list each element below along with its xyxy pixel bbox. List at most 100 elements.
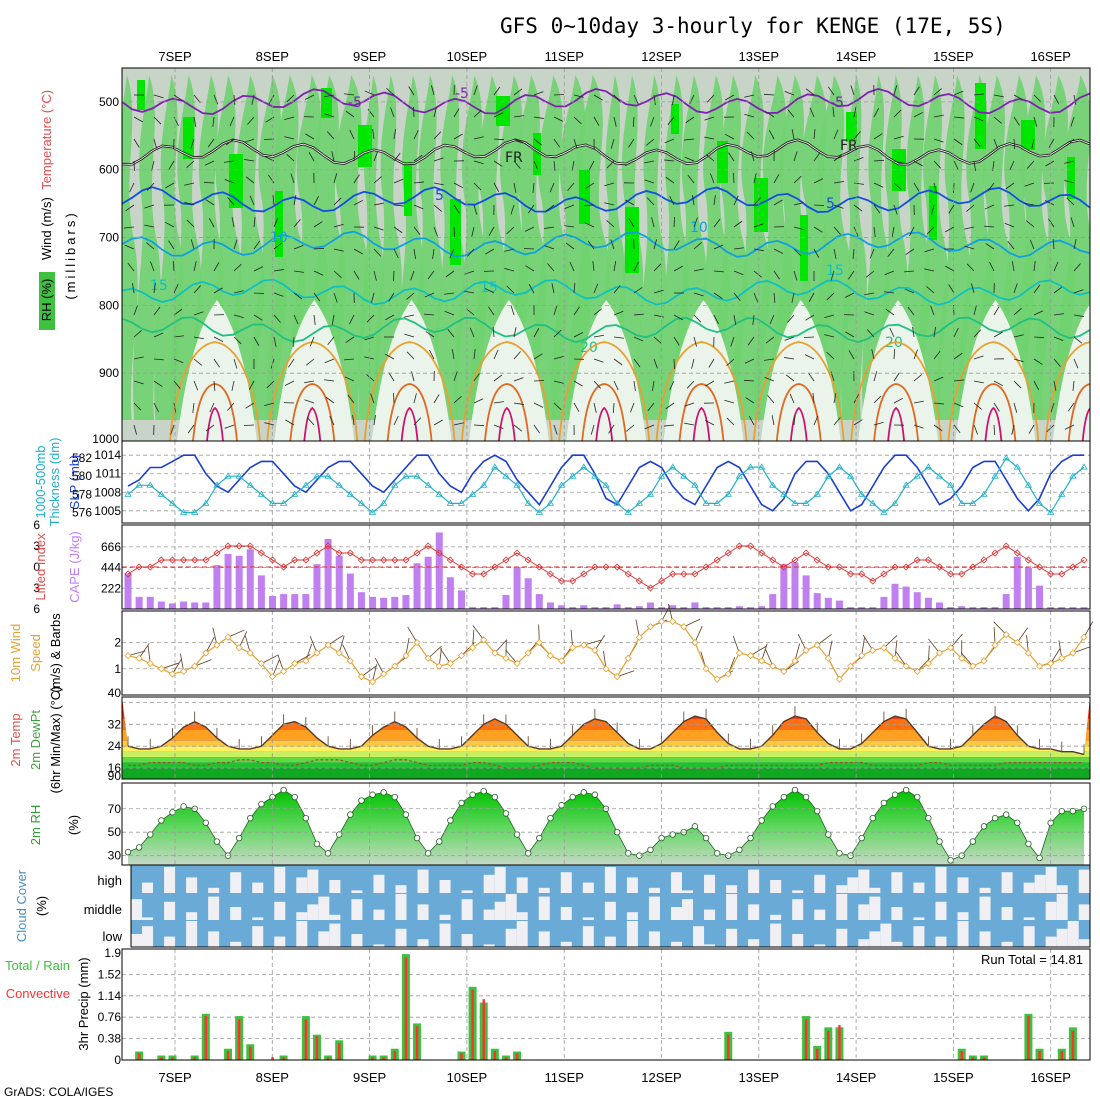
wind-barb [473, 182, 482, 191]
wind-barb [646, 138, 655, 146]
wind-barb [873, 204, 881, 214]
wind-barb [984, 225, 995, 228]
cloud-block [329, 914, 341, 920]
wind-barb [913, 424, 924, 429]
wind10m-barb [227, 629, 245, 638]
thickness-point [391, 481, 399, 488]
wind-barb [1013, 358, 1024, 363]
rh2m-point [625, 850, 632, 857]
wind-barb [665, 176, 675, 184]
wind10m-barb [427, 645, 442, 659]
lifted-index-point [146, 563, 154, 571]
wind-barb [873, 226, 876, 237]
wind-barb [444, 310, 455, 316]
isotherm-30-line [970, 383, 1017, 441]
wind-barb [193, 116, 197, 127]
cloud-block [770, 914, 782, 920]
wind10m-point [191, 662, 199, 670]
thickness-point [124, 490, 132, 497]
wind-barb [453, 108, 460, 118]
rh2m-point [513, 831, 521, 838]
wind-barb [393, 204, 404, 207]
cloud-block [1001, 872, 1013, 893]
wind-barb [569, 261, 575, 272]
thickness-point [657, 472, 666, 479]
wind10m-point [835, 675, 844, 683]
wind-barb [664, 424, 675, 427]
rh2m-point [547, 814, 554, 822]
wind-barb [933, 182, 937, 193]
wind-barb [544, 245, 555, 250]
wind-barb [893, 182, 902, 190]
wind-barb [253, 314, 263, 321]
cloud-block [516, 912, 528, 920]
wind-barb [733, 270, 744, 276]
precip-legend-convective: Convective [6, 986, 70, 1001]
rh-dry-region [1052, 303, 1090, 441]
cloud-block [296, 912, 308, 920]
wind-barb [745, 397, 755, 404]
wind-barb [1053, 358, 1061, 367]
temperature-band [122, 751, 1090, 758]
wind-barb [273, 314, 281, 323]
tick-label: 40 [108, 686, 122, 700]
wind10m-point [524, 649, 532, 657]
wind-barb [593, 94, 603, 101]
wind-barb [684, 422, 695, 426]
wind-barb [593, 358, 604, 363]
contour-label: 15 [150, 278, 168, 294]
cape-bar [1080, 607, 1088, 609]
wind10m-barb [205, 636, 215, 654]
cloud-level-label: low [102, 929, 122, 944]
rh2m-point [336, 831, 343, 838]
thickness-point [846, 472, 855, 479]
wind-barb [705, 380, 715, 387]
wind-barb [251, 94, 255, 105]
cape-bar [402, 595, 410, 609]
wind-barb [293, 314, 299, 325]
wind-barb [393, 270, 395, 282]
wind-barb [1064, 424, 1075, 430]
rh-high-region [321, 88, 332, 118]
precip-convective-bar [271, 1057, 274, 1060]
wind-barb [1007, 240, 1015, 250]
wind-barb [884, 270, 895, 276]
wind-barb [513, 88, 523, 96]
wind-barb [1033, 94, 1042, 103]
thickness-point [179, 508, 188, 515]
wind10m-series [124, 617, 1088, 686]
wind-barb [1053, 380, 1057, 391]
wind10m-barb [794, 643, 801, 661]
wind-barb [973, 380, 984, 384]
tick-label: 582 [72, 451, 92, 465]
wind-barb [406, 351, 415, 360]
wind-barb [433, 107, 437, 118]
wind10m-point [135, 654, 143, 662]
wind-barb [449, 248, 455, 259]
wind-barb [172, 260, 175, 272]
cloud-block [748, 869, 760, 893]
cloud-block [252, 882, 264, 893]
wind-barb [132, 283, 135, 294]
wind-barb [433, 131, 442, 140]
contour-label: FR [505, 150, 523, 166]
wind-barb [613, 261, 617, 272]
wind-barb [213, 94, 219, 105]
cape-bar [702, 607, 710, 609]
wind-barb [793, 151, 798, 162]
cloud-block [869, 931, 881, 947]
wind-barb [833, 417, 841, 426]
lifted-index-point [658, 577, 666, 585]
cloud-block [483, 909, 495, 920]
wind-barb [553, 380, 564, 384]
wind-barb [373, 226, 384, 231]
wind10m-point [902, 662, 910, 670]
cape-bar [391, 596, 399, 609]
wind-barb [233, 239, 238, 250]
thickness-point [824, 472, 833, 479]
wind10m-barb [895, 651, 907, 667]
wind-barb [373, 270, 377, 281]
precip-grid [122, 949, 1090, 1060]
cape-bar [658, 607, 666, 609]
thickness-point [213, 481, 221, 488]
